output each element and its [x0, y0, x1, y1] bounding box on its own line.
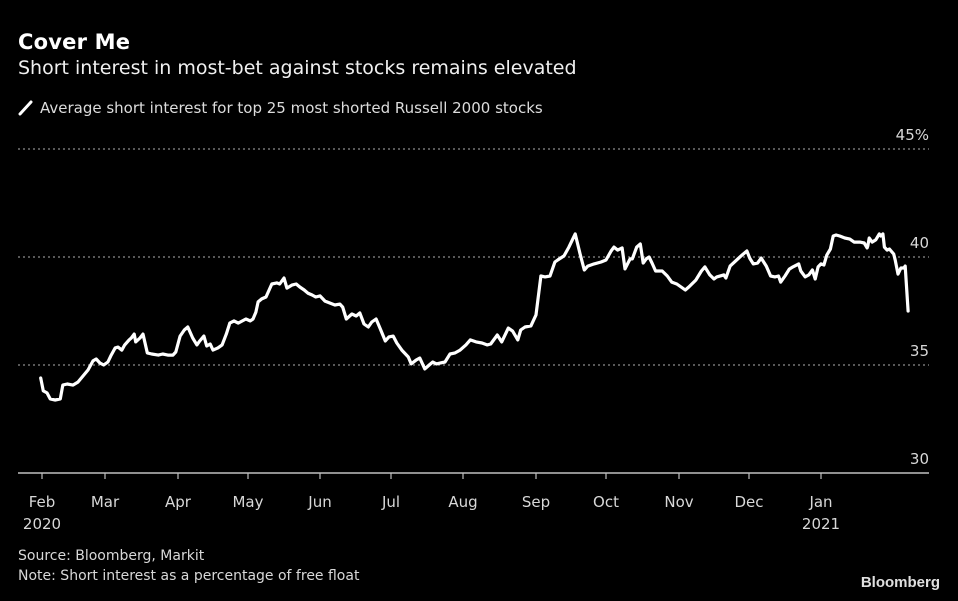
x-tick-label: Feb	[29, 493, 56, 511]
y-tick-label: 30	[910, 450, 929, 468]
x-tick-label: Aug	[448, 493, 477, 511]
x-tick-label: Apr	[165, 493, 192, 511]
series-line	[39, 232, 910, 402]
y-tick-label: 40	[910, 234, 929, 252]
y-tick-label: 45%	[896, 126, 929, 144]
chart-subtitle: Short interest in most-bet against stock…	[18, 57, 577, 79]
y-axis-labels: 30 35 40 45%	[896, 126, 929, 468]
bloomberg-logo: Bloomberg	[860, 574, 940, 591]
line-swatch-icon	[18, 100, 34, 116]
footnote: Note: Short interest as a percentage of …	[18, 568, 360, 584]
gridlines	[18, 148, 929, 366]
x-tick-year-label: 2020	[23, 515, 61, 533]
legend-label: Average short interest for top 25 most s…	[40, 99, 543, 117]
x-tick-label: Nov	[664, 493, 693, 511]
x-axis	[18, 472, 929, 479]
legend: Average short interest for top 25 most s…	[18, 99, 543, 117]
x-tick-year-label: 2021	[802, 515, 840, 533]
x-tick-label: Jul	[381, 493, 400, 511]
series-group	[39, 232, 910, 402]
x-tick-label: Sep	[522, 493, 550, 511]
source-note: Source: Bloomberg, Markit	[18, 548, 205, 564]
x-axis-labels: Feb 2020 Mar Apr May Jun Jul Aug Sep Oct Nov Dec Jan…	[23, 493, 840, 533]
x-tick-label: Jun	[307, 493, 331, 511]
chart-title: Cover Me	[18, 30, 131, 54]
x-tick-label: Jan	[808, 493, 832, 511]
x-tick-label: Mar	[91, 493, 120, 511]
y-tick-label: 35	[910, 342, 929, 360]
x-tick-label: Oct	[593, 493, 619, 511]
x-tick-label: May	[232, 493, 263, 511]
x-tick-label: Dec	[734, 493, 763, 511]
